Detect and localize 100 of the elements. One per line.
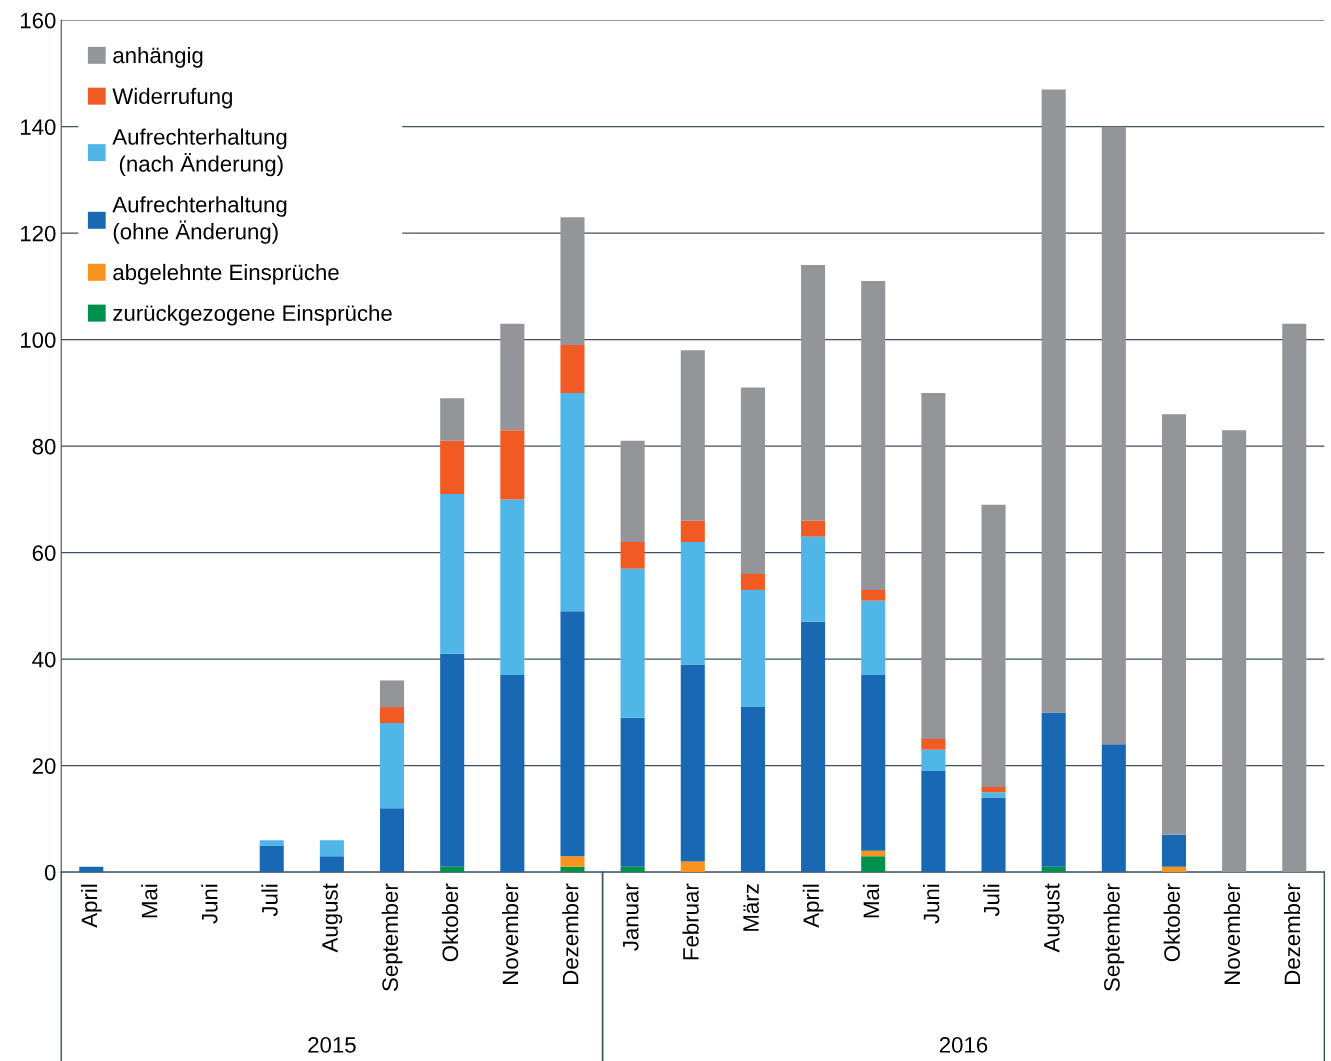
bar <box>921 739 946 750</box>
bar <box>1222 430 1247 873</box>
bar <box>259 840 284 846</box>
bar <box>981 786 1006 793</box>
bar <box>380 707 405 724</box>
bar <box>921 392 946 740</box>
x-tick-label: Juni <box>923 884 940 924</box>
x-tick-label: April <box>80 884 102 928</box>
bar <box>740 707 765 873</box>
y-tick-label: 160 <box>20 12 56 29</box>
legend-label: abgelehnte Einsprüche <box>113 263 339 285</box>
bar <box>921 749 946 771</box>
bar <box>1282 323 1307 873</box>
bar <box>801 536 826 622</box>
bar <box>259 845 284 873</box>
x-tick-label: Juli <box>261 884 278 917</box>
x-tick-label: Januar <box>623 883 639 951</box>
bar <box>861 600 886 676</box>
bar <box>620 440 645 542</box>
y-tick-label: 100 <box>20 332 56 348</box>
bar <box>440 398 465 441</box>
y-tick-label: 120 <box>20 225 56 242</box>
y-tick-label: 40 <box>32 651 56 668</box>
y-tick-label: 60 <box>32 545 56 561</box>
bar <box>560 392 585 612</box>
bar <box>740 387 765 574</box>
y-tick-label: 80 <box>32 438 56 455</box>
legend-label: Aufrechterhaltung (ohne Änderung) <box>112 196 287 244</box>
text: 2015 <box>308 1037 356 1053</box>
x-tick-label: September <box>381 883 403 991</box>
x-tick-label: November <box>501 883 519 984</box>
bar <box>560 344 585 393</box>
bar <box>861 589 886 601</box>
bar <box>1161 866 1186 873</box>
bar <box>500 499 525 676</box>
x-tick-label: Dezember <box>562 883 579 984</box>
x-tick-label: Dezember <box>1283 883 1301 984</box>
bar <box>319 840 344 857</box>
bar <box>620 542 645 569</box>
bar <box>680 664 705 862</box>
bar <box>801 520 826 537</box>
bar <box>680 861 705 873</box>
bar <box>620 568 645 718</box>
bar <box>560 866 585 873</box>
legend-label: zurückgezogene Einsprüche <box>113 304 392 326</box>
bar <box>861 850 886 857</box>
bar <box>500 675 525 873</box>
bar <box>319 856 344 873</box>
bar <box>921 770 946 873</box>
bar <box>861 856 886 873</box>
bar <box>560 217 585 345</box>
y-tick-label: 0 <box>44 864 56 881</box>
bar <box>1041 712 1066 867</box>
bar <box>1161 414 1186 835</box>
x-tick-label: November <box>1223 883 1241 984</box>
bar <box>500 323 525 431</box>
bar <box>740 589 765 708</box>
bar <box>740 573 765 590</box>
bar <box>440 440 465 495</box>
bar <box>680 350 705 521</box>
bar <box>440 866 465 873</box>
x-tick-label: Juni <box>201 884 218 924</box>
bar <box>801 621 826 873</box>
bar <box>801 265 826 521</box>
x-tick-label: Oktober <box>441 883 459 962</box>
legend-label: Aufrechterhaltung (nach Änderung) <box>112 128 287 177</box>
x-tick-label: September <box>1103 883 1125 991</box>
text: 2016 <box>939 1037 988 1053</box>
bar <box>1101 744 1126 873</box>
bar <box>981 792 1006 798</box>
bar <box>620 866 645 873</box>
bar <box>380 808 405 873</box>
bar <box>560 611 585 857</box>
bar <box>981 797 1006 873</box>
x-tick-label: Mai <box>862 884 880 918</box>
bar <box>680 520 705 542</box>
bar <box>1161 834 1186 867</box>
x-tick-label: August <box>1044 883 1065 953</box>
bar <box>620 717 645 867</box>
x-tick-label: Juli <box>983 884 1000 917</box>
bar <box>440 653 465 867</box>
bar <box>440 494 465 654</box>
bar <box>981 504 1006 787</box>
bar <box>380 723 405 809</box>
bar <box>1041 866 1066 873</box>
y-tick-label: 20 <box>32 758 56 774</box>
x-tick-label: August <box>322 883 343 953</box>
y-tick-label: 140 <box>20 119 56 135</box>
bar <box>380 680 405 708</box>
legend-label: Widerrufung <box>112 87 232 109</box>
x-tick-label: Februar <box>682 883 699 960</box>
bar <box>861 675 886 851</box>
legend-label: anhängig <box>113 46 203 68</box>
bar <box>560 856 585 867</box>
x-tick-label: März <box>743 884 759 931</box>
bar <box>680 542 705 665</box>
bar <box>500 430 525 500</box>
x-tick-label: Oktober <box>1163 883 1180 962</box>
x-tick-label: April <box>802 884 824 928</box>
bar <box>1101 126 1126 745</box>
